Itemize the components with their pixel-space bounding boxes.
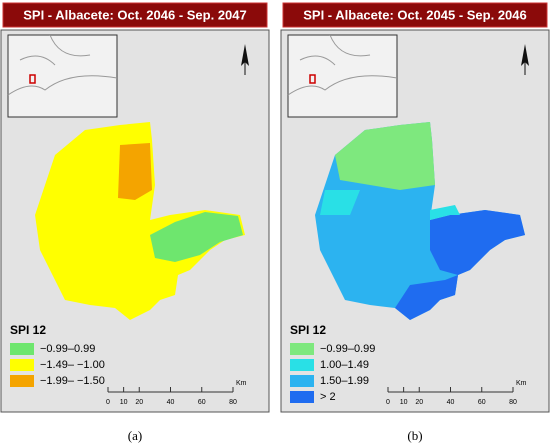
legend-swatch xyxy=(10,359,34,371)
panel-b: SPI - Albacete: Oct. 2045 - Sep. 2046 SP… xyxy=(280,2,550,443)
scale-unit: Km xyxy=(516,380,527,387)
legend-swatch xyxy=(290,343,314,355)
scale-label: 80 xyxy=(229,399,237,406)
region-zone xyxy=(395,275,458,320)
legend-swatch xyxy=(290,391,314,403)
legend-label: −0.99–0.99 xyxy=(40,343,95,355)
region-zone xyxy=(430,205,460,220)
legend-title: SPI 12 xyxy=(290,323,326,337)
scale-label: 60 xyxy=(478,399,486,406)
inset-map xyxy=(287,34,398,118)
caption: (b) xyxy=(407,428,422,443)
north-arrow xyxy=(241,44,249,75)
title-bar xyxy=(282,2,548,28)
scale-label: 20 xyxy=(135,399,143,406)
legend-swatch xyxy=(10,343,34,355)
legend-label: > 2 xyxy=(320,391,336,403)
legend-label: 1.50–1.99 xyxy=(320,375,369,387)
legend-swatch xyxy=(10,375,34,387)
panel-title: SPI - Albacete: Oct. 2046 - Sep. 2047 xyxy=(23,7,247,22)
scale-label: 20 xyxy=(415,399,423,406)
region-zone xyxy=(430,210,525,275)
scale-label: 80 xyxy=(509,399,517,406)
scale-label: 40 xyxy=(167,399,175,406)
legend-swatch xyxy=(290,375,314,387)
scale-label: 0 xyxy=(106,399,110,406)
region-zone xyxy=(118,143,152,200)
caption: (a) xyxy=(128,428,142,443)
scale-label: 60 xyxy=(198,399,206,406)
legend-label: −1.99– −1.50 xyxy=(40,375,105,387)
legend-swatch xyxy=(290,359,314,371)
scale-unit: Km xyxy=(236,380,247,387)
region-zone xyxy=(320,190,360,215)
map-body xyxy=(287,34,529,320)
legend-label: 1.00–1.49 xyxy=(320,359,369,371)
scale-label: 10 xyxy=(400,399,408,406)
title-bar xyxy=(2,2,268,28)
scale-label: 40 xyxy=(447,399,455,406)
panel-title: SPI - Albacete: Oct. 2045 - Sep. 2046 xyxy=(303,7,527,22)
north-arrow xyxy=(521,44,529,75)
legend-label: −1.49– −1.00 xyxy=(40,359,105,371)
legend-title: SPI 12 xyxy=(10,323,46,337)
inset-map xyxy=(7,34,118,118)
scale-label: 10 xyxy=(120,399,128,406)
region-zone xyxy=(150,212,243,262)
scale-label: 0 xyxy=(386,399,390,406)
panel-a: SPI - Albacete: Oct. 2046 - Sep. 2047 SP… xyxy=(0,2,270,443)
region-zone xyxy=(335,122,435,190)
legend-label: −0.99–0.99 xyxy=(320,343,375,355)
